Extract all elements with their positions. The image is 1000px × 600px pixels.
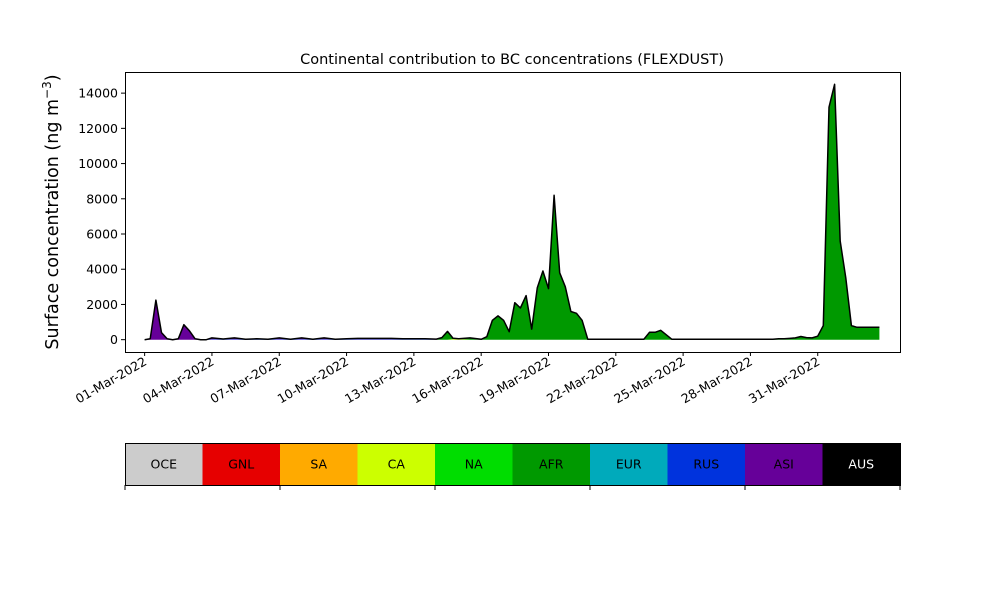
x-tick-label: 16-Mar-2022	[409, 354, 485, 407]
y-tick-label: 2000	[86, 297, 118, 312]
x-tick-label: 31-Mar-2022	[746, 354, 822, 407]
colorbar-label-na: NA	[465, 457, 483, 472]
area-rus	[144, 84, 880, 340]
colorbar-swatch-rus	[667, 443, 746, 485]
y-tick-label: 4000	[86, 262, 118, 277]
area-asi	[144, 84, 880, 340]
colorbar-label-sa: SA	[310, 457, 327, 472]
colorbar-swatch-eur	[590, 443, 668, 485]
y-tick-label: 0	[110, 332, 118, 347]
y-axis: 0 2000 4000 6000 8000 10000 12000 14000	[78, 86, 125, 347]
x-tick-label: 13-Mar-2022	[342, 354, 418, 407]
x-tick-label: 25-Mar-2022	[611, 354, 687, 407]
x-tick-label: 28-Mar-2022	[679, 354, 755, 407]
y-tick-label: 10000	[78, 156, 118, 171]
colorbar-label-asi: ASI	[774, 457, 794, 472]
y-tick-label: 8000	[86, 191, 118, 206]
plot-area	[144, 83, 880, 341]
chart-title: Continental contribution to BC concentra…	[300, 52, 724, 68]
y-axis-label: Surface concentration (ng m−3)	[40, 74, 63, 349]
colorbar-label-eur: EUR	[616, 457, 642, 472]
colorbar-swatch-ca	[357, 443, 436, 485]
x-tick-label: 22-Mar-2022	[544, 354, 620, 407]
colorbar-swatch-oce	[125, 443, 203, 485]
x-tick-label: 04-Mar-2022	[140, 354, 216, 407]
colorbar-swatch-sa	[280, 443, 358, 485]
y-axis-label-close: )	[43, 74, 63, 81]
x-tick-label: 01-Mar-2022	[73, 354, 149, 407]
y-tick-label: 12000	[78, 121, 118, 136]
area-afr	[144, 84, 880, 340]
colorbar-label-ca: CA	[388, 457, 406, 472]
colorbar-swatch-na	[435, 443, 513, 485]
colorbar-swatch-aus	[822, 443, 901, 485]
total-line	[144, 83, 880, 341]
colorbar-label-oce: OCE	[151, 457, 178, 472]
colorbar-swatch-asi	[745, 443, 823, 485]
x-tick-label: 07-Mar-2022	[207, 354, 283, 407]
colorbar-label-rus: RUS	[693, 457, 719, 472]
x-axis: 01-Mar-202204-Mar-202207-Mar-202210-Mar-…	[73, 352, 822, 406]
y-axis-label-main: Surface concentration (ng m	[43, 99, 63, 350]
colorbar-label-afr: AFR	[539, 457, 564, 472]
region-colorbar: OCE GNL SA CA NA AFR EUR RUS ASI AUS	[124, 443, 901, 490]
x-tick-label: 10-Mar-2022	[275, 354, 351, 407]
colorbar-label-gnl: GNL	[228, 457, 254, 472]
y-tick-label: 6000	[86, 227, 118, 242]
y-tick-label: 14000	[78, 86, 118, 101]
colorbar-swatch-afr	[512, 443, 591, 485]
colorbar-label-aus: AUS	[848, 457, 874, 472]
x-tick-label: 19-Mar-2022	[477, 354, 553, 407]
colorbar-frame	[125, 443, 901, 486]
y-axis-label-exponent: −3	[40, 81, 54, 99]
colorbar-swatch-gnl	[202, 443, 281, 485]
plot-frame	[125, 72, 901, 353]
